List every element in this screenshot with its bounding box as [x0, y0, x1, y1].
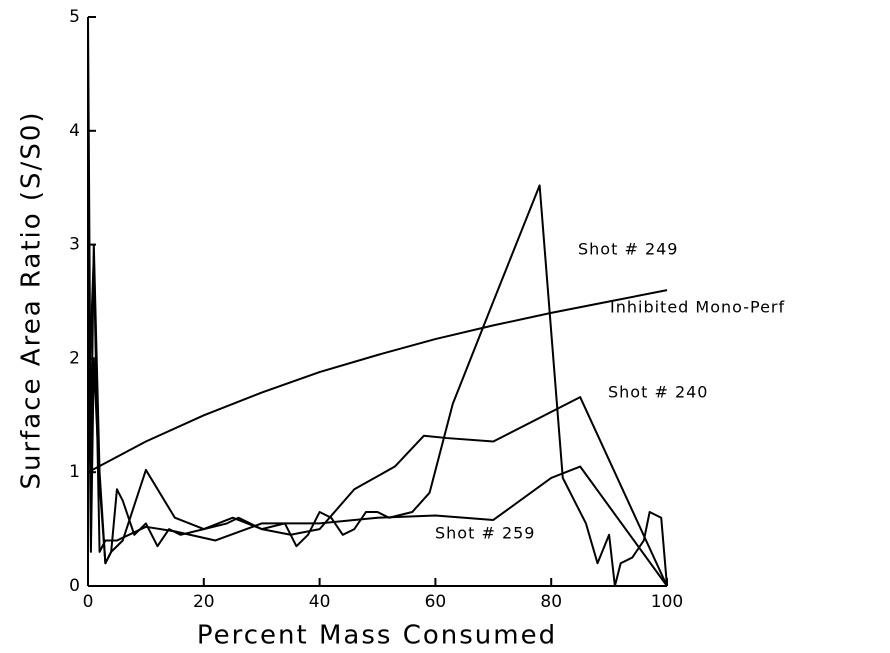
series-label: Inhibited Mono-Perf — [610, 298, 785, 317]
y-axis-title: Surface Area Ratio (S/S0) — [17, 110, 47, 489]
y-tick-label: 3 — [69, 235, 80, 255]
x-axis-title: Percent Mass Consumed — [197, 621, 557, 651]
x-tick-label: 80 — [540, 592, 562, 612]
series-line — [87, 184, 668, 587]
x-tick-label: 40 — [309, 592, 331, 612]
y-tick-label: 1 — [69, 462, 80, 482]
x-tick-label: 20 — [193, 592, 215, 612]
series-line — [87, 289, 668, 474]
y-tick-label: 4 — [69, 121, 80, 141]
series-label: Shot # 249 — [578, 240, 678, 259]
y-tick-label: 0 — [69, 576, 80, 596]
series-line — [87, 254, 668, 587]
x-tick-label: 0 — [83, 592, 94, 612]
series-label: Shot # 259 — [435, 524, 535, 543]
x-tick-label: 60 — [425, 592, 447, 612]
series-label: Shot # 240 — [608, 383, 708, 402]
y-tick-label: 2 — [69, 348, 80, 368]
series-line — [87, 16, 668, 587]
y-tick-label: 5 — [69, 7, 80, 27]
x-tick-label: 100 — [651, 592, 683, 612]
